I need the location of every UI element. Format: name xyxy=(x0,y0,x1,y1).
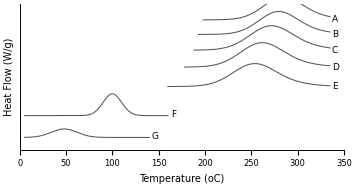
Text: A: A xyxy=(332,15,338,24)
X-axis label: Temperature (oC): Temperature (oC) xyxy=(139,174,224,184)
Text: G: G xyxy=(151,132,158,141)
Text: B: B xyxy=(332,30,338,39)
Text: D: D xyxy=(332,63,339,72)
Text: F: F xyxy=(171,110,176,119)
Text: C: C xyxy=(332,46,338,55)
Text: E: E xyxy=(332,82,337,91)
Y-axis label: Heat Flow (W/g): Heat Flow (W/g) xyxy=(4,38,14,116)
